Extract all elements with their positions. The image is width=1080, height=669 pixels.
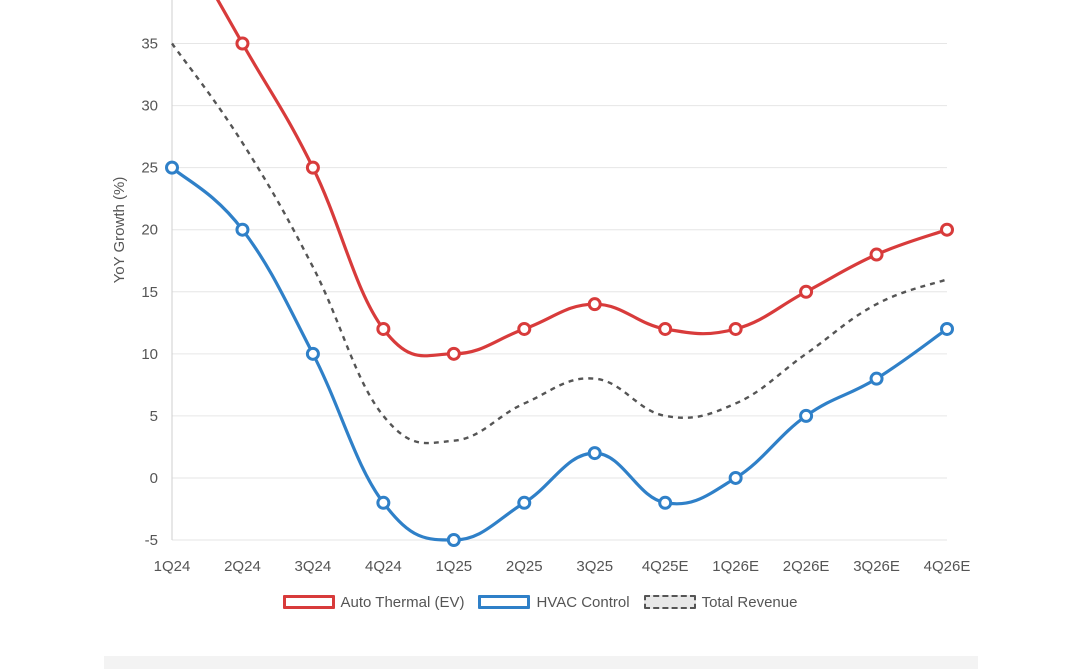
y-axis-ticks: -5 0 5 10 15 20 25 30 35 — [141, 36, 158, 550]
data-point-auto-thermal-ev[interactable] — [517, 321, 532, 336]
data-point-auto-thermal-ev[interactable] — [658, 321, 673, 336]
y-axis-label: YoY Growth (%) — [111, 177, 128, 284]
data-point-auto-thermal-ev[interactable] — [446, 346, 461, 361]
x-tick-label: 2Q24 — [224, 558, 261, 575]
y-tick-label: 35 — [141, 36, 158, 53]
data-point-hvac-control[interactable] — [165, 160, 179, 175]
data-point-hvac-control[interactable] — [587, 446, 602, 461]
y-tick-label: 0 — [150, 470, 158, 487]
data-point-auto-thermal-ev[interactable] — [376, 321, 391, 336]
x-axis-ticks: 1Q24 2Q24 3Q24 4Q24 1Q25 2Q25 3Q25 4Q25E 1Q26E 2Q… — [154, 558, 971, 575]
y-tick-label: 30 — [141, 98, 158, 115]
y-tick-label: 25 — [141, 160, 158, 177]
x-tick-label: 1Q26E — [712, 558, 759, 575]
data-point-hvac-control[interactable] — [305, 346, 320, 361]
data-point-auto-thermal-ev[interactable] — [587, 297, 602, 312]
x-tick-label: 1Q24 — [154, 558, 191, 575]
x-tick-label: 2Q26E — [783, 558, 830, 575]
x-tick-label: 4Q25E — [642, 558, 689, 575]
y-tick-label: 5 — [150, 408, 158, 425]
y-tick-label: 20 — [141, 222, 158, 239]
data-point-hvac-control[interactable] — [728, 470, 743, 485]
legend-item-total-revenue[interactable]: Total Revenue — [643, 593, 798, 611]
grid-lines — [172, 43, 947, 541]
data-point-auto-thermal-ev[interactable] — [305, 160, 320, 175]
data-point-auto-thermal-ev[interactable] — [940, 222, 954, 237]
x-tick-label: 4Q24 — [365, 558, 402, 575]
legend-item-hvac-control[interactable]: HVAC Control — [478, 593, 630, 611]
legend-swatch-hvac-control — [478, 595, 531, 609]
y-tick-label: 15 — [141, 284, 158, 301]
legend-swatch-total-revenue — [643, 595, 696, 609]
data-point-hvac-control[interactable] — [517, 495, 532, 510]
series-line-total-revenue — [171, 42, 948, 445]
data-point-auto-thermal-ev[interactable] — [869, 247, 884, 262]
legend-swatch-auto-thermal — [282, 595, 335, 609]
data-point-auto-thermal-ev[interactable] — [799, 284, 814, 299]
data-point-hvac-control[interactable] — [940, 321, 954, 336]
data-point-hvac-control[interactable] — [799, 408, 814, 423]
x-tick-label: 3Q24 — [295, 558, 332, 575]
data-point-auto-thermal-ev[interactable] — [235, 36, 250, 51]
series-markers — [165, 36, 954, 547]
data-point-hvac-control[interactable] — [446, 533, 461, 547]
legend-label-auto-thermal: Auto Thermal (EV) — [340, 593, 465, 611]
data-point-hvac-control[interactable] — [235, 222, 250, 237]
data-point-hvac-control[interactable] — [869, 371, 884, 386]
data-point-auto-thermal-ev[interactable] — [728, 321, 743, 336]
x-tick-label: 2Q25 — [506, 558, 543, 575]
legend-label-hvac-control: HVAC Control — [536, 593, 630, 611]
legend-item-auto-thermal[interactable]: Auto Thermal (EV) — [282, 593, 465, 611]
chart-legend: Auto Thermal (EV) HVAC Control Total Rev… — [0, 590, 1080, 614]
x-tick-label: 3Q26E — [853, 558, 900, 575]
series-lines — [170, 0, 948, 542]
x-tick-label: 3Q25 — [576, 558, 613, 575]
x-tick-label: 4Q26E — [924, 558, 971, 575]
legend-label-total-revenue: Total Revenue — [701, 593, 798, 611]
x-tick-label: 1Q25 — [435, 558, 472, 575]
bottom-scroll-strip — [104, 656, 978, 669]
data-point-hvac-control[interactable] — [376, 495, 391, 510]
y-tick-label: 10 — [141, 346, 158, 363]
y-tick-label: -5 — [145, 532, 158, 549]
data-point-hvac-control[interactable] — [658, 495, 673, 510]
